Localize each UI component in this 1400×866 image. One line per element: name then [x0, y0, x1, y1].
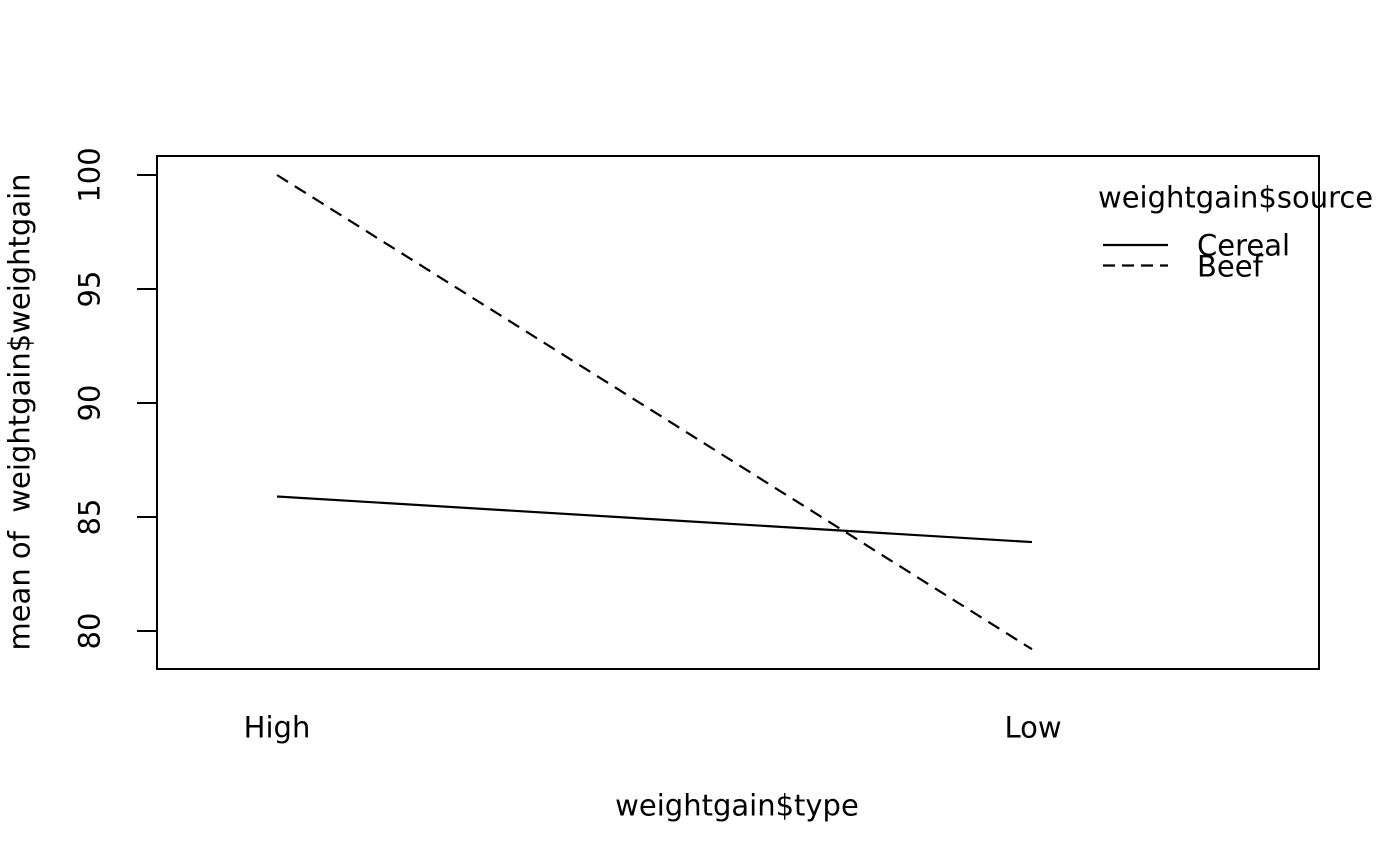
- y-tick-label-90: 90: [72, 384, 107, 422]
- x-category-label-high: High: [243, 710, 311, 745]
- legend-label-beef: Beef: [1197, 249, 1263, 284]
- legend-label-cereal: Cereal: [1197, 228, 1291, 263]
- series-line-cereal: [276, 495, 1033, 544]
- y-tick-label-80: 80: [72, 612, 107, 650]
- y-axis-ticks: [137, 174, 157, 632]
- y-tick-label-100: 100: [72, 147, 107, 203]
- plot-border: [156, 155, 1320, 670]
- legend-title: weightgain$source: [1098, 180, 1374, 215]
- legend-swatches: [1103, 243, 1168, 267]
- x-category-label-low: Low: [1004, 710, 1062, 745]
- y-tick-label-85: 85: [72, 498, 107, 536]
- y-tick-label-95: 95: [72, 270, 107, 308]
- x-axis-title: weightgain$type: [615, 788, 859, 823]
- y-axis-title: mean of weightgain$weightgain: [2, 173, 37, 651]
- series-line-beef: [276, 174, 1033, 651]
- series-lines: [276, 174, 1033, 651]
